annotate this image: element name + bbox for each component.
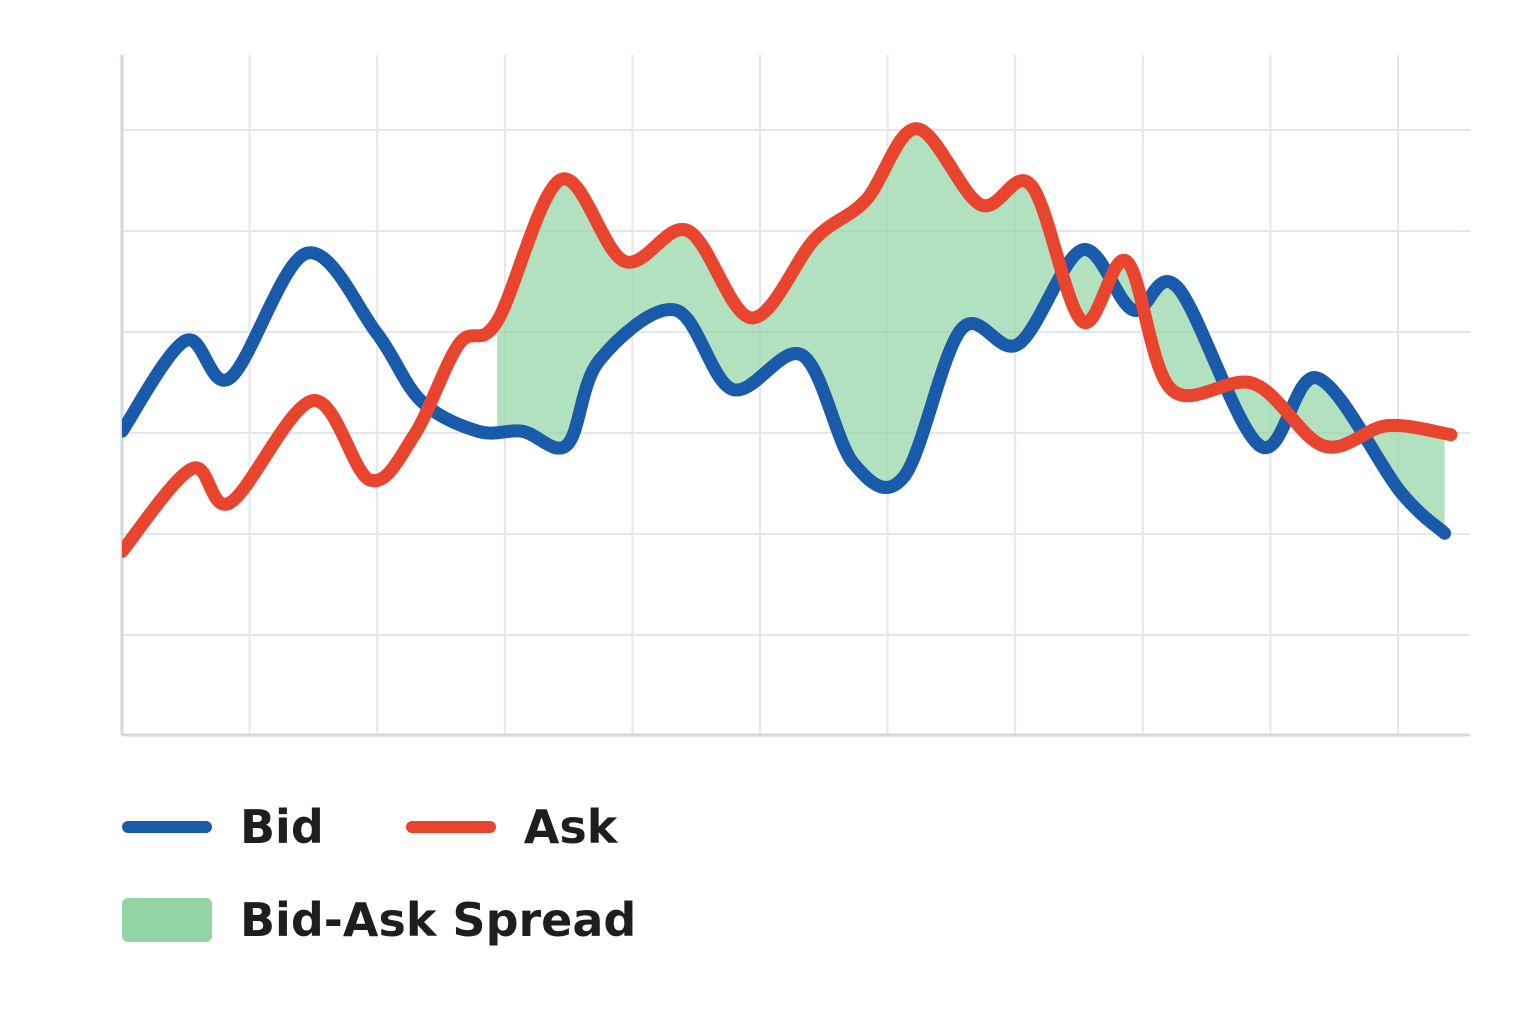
legend-row-area: Bid-Ask Spread bbox=[122, 893, 714, 947]
legend-swatch-bid bbox=[122, 821, 212, 833]
axes bbox=[120, 55, 1470, 737]
legend-item-bid: Bid bbox=[122, 800, 324, 854]
legend-swatch-spread bbox=[122, 898, 212, 942]
bid-ask-spread-area bbox=[497, 128, 1445, 534]
bid-ask-chart bbox=[120, 55, 1470, 737]
legend-label-bid: Bid bbox=[240, 800, 324, 854]
legend-row-lines: Bid Ask bbox=[122, 800, 695, 854]
legend-item-spread: Bid-Ask Spread bbox=[122, 893, 636, 947]
legend-label-ask: Ask bbox=[523, 800, 618, 854]
ask-series-line bbox=[122, 122, 1458, 558]
bid-series-line bbox=[122, 243, 1452, 540]
legend-swatch-ask bbox=[405, 821, 496, 833]
legend-label-spread: Bid-Ask Spread bbox=[240, 893, 637, 947]
legend-item-ask: Ask bbox=[405, 800, 618, 854]
